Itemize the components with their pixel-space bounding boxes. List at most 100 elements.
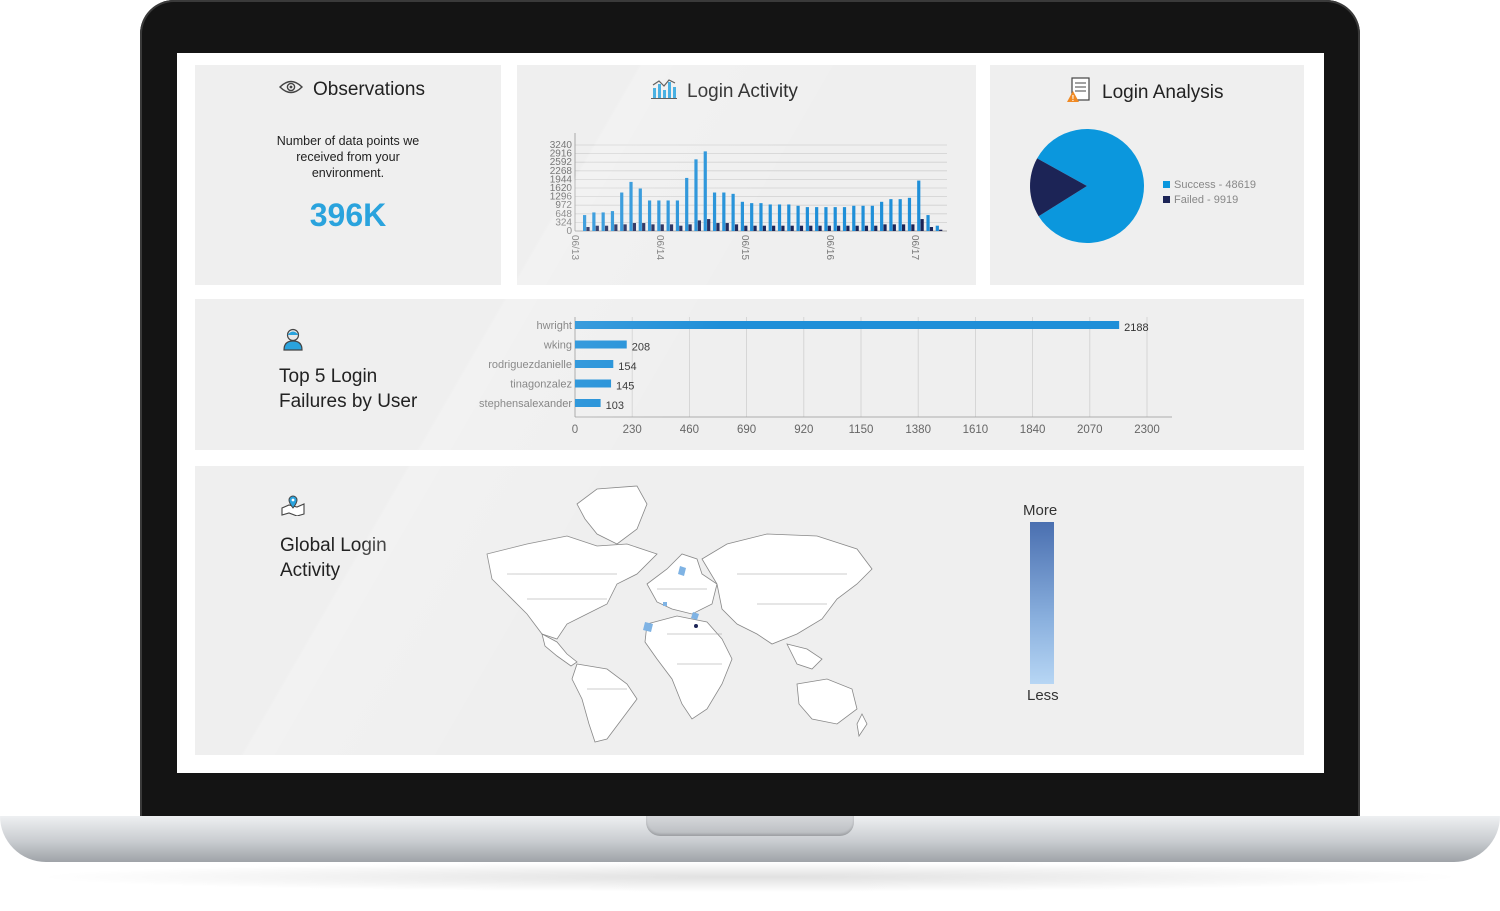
- observations-description: Number of data points we received from y…: [276, 134, 420, 180]
- hbar-x-tick-label: 0: [572, 424, 578, 436]
- activity-bar-failed: [911, 224, 915, 231]
- hbar-category-label: rodriguezdanielle: [488, 359, 572, 371]
- hbar-bar: [575, 399, 601, 407]
- activity-bar-failed: [818, 225, 822, 231]
- eye-icon: [279, 79, 303, 101]
- activity-bar-total: [759, 203, 763, 231]
- activity-bar-total: [601, 212, 605, 231]
- activity-bar-total: [583, 215, 587, 231]
- activity-bar-failed: [707, 219, 711, 231]
- activity-bar-failed: [883, 224, 887, 231]
- y-tick-label: 648: [555, 209, 572, 220]
- activity-bar-total: [880, 201, 884, 231]
- user-icon: [283, 327, 303, 356]
- activity-bar-total: [610, 211, 615, 231]
- activity-bar-failed: [744, 225, 748, 231]
- hbar-value-label: 145: [616, 381, 634, 393]
- map-australia: [796, 678, 858, 725]
- pie-legend-swatch: [1163, 181, 1170, 188]
- login-analysis-panel: ! Login Analysis Success - 48619 Failed -…: [990, 65, 1304, 285]
- svg-text:!: !: [1072, 94, 1075, 103]
- x-tick-label: 06/14: [654, 235, 665, 260]
- pie-legend-label: Failed - 9919: [1174, 194, 1238, 206]
- global-title: Global Login Activity: [280, 535, 387, 581]
- login-activity-title: Login Activity: [687, 81, 798, 102]
- map-greenland: [576, 485, 648, 545]
- activity-bar-total: [833, 207, 837, 231]
- activity-bar-failed: [781, 225, 785, 231]
- pie-legend-label: Success - 48619: [1174, 179, 1256, 191]
- map-north-america: [486, 535, 658, 640]
- activity-bar-total: [777, 204, 782, 231]
- activity-bar-failed: [688, 224, 692, 231]
- top5-title: Top 5 Login Failures by User: [279, 366, 418, 412]
- activity-bar-total: [926, 215, 930, 231]
- hbar-bar: [575, 340, 627, 349]
- activity-bar-failed: [762, 225, 766, 231]
- activity-bar-failed: [753, 225, 757, 231]
- activity-bar-failed: [623, 224, 627, 231]
- activity-bar-failed: [827, 225, 831, 231]
- hbar-category-label: wking: [543, 340, 572, 352]
- activity-bar-failed: [772, 225, 776, 231]
- world-map: [486, 485, 873, 743]
- hbar-value-label: 154: [618, 361, 636, 373]
- map-africa: [644, 615, 733, 720]
- activity-bar-failed: [929, 227, 934, 231]
- laptop-notch: [646, 816, 854, 836]
- observations-panel: Observations Number of data points we re…: [195, 65, 501, 285]
- hbar-value-label: 2188: [1124, 322, 1148, 334]
- hbar-value-label: 103: [606, 400, 624, 412]
- activity-bar-total: [768, 204, 772, 231]
- top5-bar-chart: 0 230 460 690 920 1150 1380 1610 1840 2070 2300 hwr…: [479, 317, 1172, 436]
- y-tick-label: 1944: [550, 174, 573, 185]
- login-activity-header: Login Activity: [651, 79, 798, 105]
- activity-bar-failed: [855, 225, 859, 231]
- y-tick-label: 2916: [550, 149, 573, 160]
- activity-bar-failed: [614, 224, 618, 231]
- y-tick-label: 2268: [550, 166, 573, 177]
- pie-slice: [1030, 158, 1087, 217]
- legend-more-label: More: [1023, 502, 1058, 519]
- y-tick-label: 0: [566, 226, 572, 237]
- bar-chart-icon: [651, 79, 677, 105]
- activity-bar-total: [935, 225, 939, 231]
- x-tick-label: 06/15: [739, 235, 750, 260]
- x-tick-label: 06/13: [569, 235, 580, 260]
- activity-bar-total: [898, 199, 902, 231]
- activity-bar-total: [657, 200, 661, 231]
- activity-bar-failed: [632, 223, 637, 231]
- observations-value: 396K: [309, 197, 387, 233]
- activity-bar-total: [805, 207, 809, 231]
- activity-bar-failed: [837, 225, 841, 231]
- login-analysis-title: Login Analysis: [1102, 82, 1224, 103]
- activity-bar-total: [592, 212, 596, 231]
- activity-bar-total: [620, 192, 624, 231]
- hbar-x-tick-label: 1150: [849, 424, 874, 436]
- activity-bar-failed: [651, 224, 655, 231]
- map-pin-icon: [280, 494, 306, 521]
- activity-bar-failed: [716, 223, 720, 231]
- map-southeast-asia: [786, 643, 823, 670]
- hbar-x-tick-label: 460: [680, 424, 699, 436]
- activity-bar-total: [852, 205, 856, 231]
- activity-bar-failed: [939, 229, 943, 231]
- x-tick-label: 06/16: [824, 235, 835, 260]
- activity-bar-total: [824, 207, 828, 231]
- hbar-x-tick-label: 2300: [1134, 424, 1160, 436]
- y-tick-label: 324: [555, 217, 572, 228]
- y-tick-label: 3240: [550, 140, 573, 151]
- activity-bar-failed: [920, 219, 924, 231]
- activity-bar-failed: [790, 225, 794, 231]
- activity-bar-failed: [846, 225, 850, 231]
- pie-legend-swatch: [1163, 196, 1170, 203]
- hbar-value-label: 208: [632, 342, 650, 354]
- activity-bar-total: [712, 192, 717, 231]
- hbar-x-tick-label: 230: [623, 424, 642, 436]
- top5-panel: Top 5 Login Failures by User 0 230 460 690 9…: [195, 299, 1304, 450]
- y-tick-label: 2592: [550, 157, 573, 168]
- activity-bar-total: [666, 200, 670, 231]
- activity-bar-total: [675, 200, 680, 231]
- activity-bar-failed: [642, 223, 646, 231]
- activity-bar-total: [722, 192, 726, 231]
